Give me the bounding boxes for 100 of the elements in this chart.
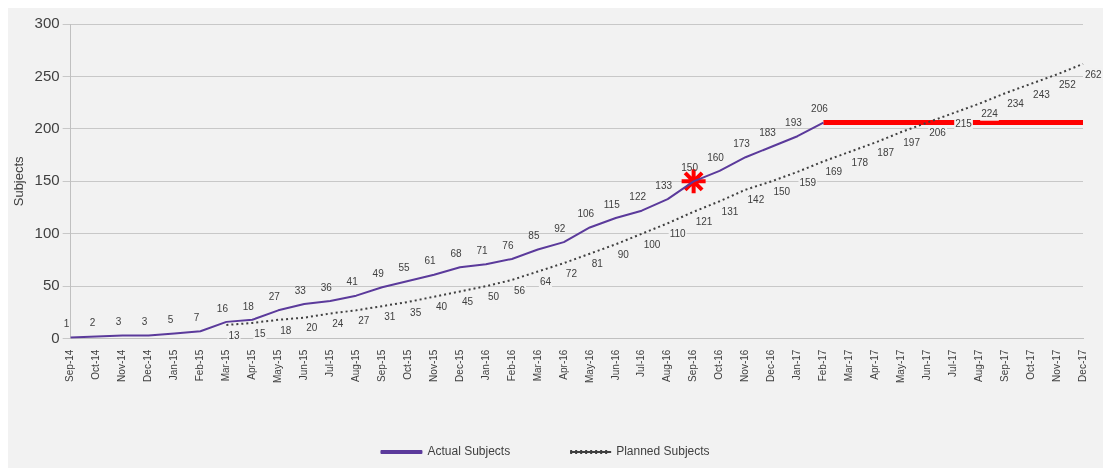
data-label: 159 [799, 176, 817, 188]
data-label: 197 [903, 136, 921, 148]
data-label: 187 [877, 147, 895, 159]
y-tick-label: 200 [34, 119, 60, 137]
data-label: 121 [695, 216, 713, 228]
x-tick-label: Sep-15 [375, 349, 387, 382]
data-label: 110 [669, 228, 687, 240]
y-tick-label: 50 [42, 276, 60, 294]
data-label: 178 [851, 156, 869, 168]
data-label: 252 [1059, 79, 1077, 91]
x-tick-label: Aug-16 [661, 349, 673, 382]
y-tick-label: 100 [34, 223, 60, 241]
x-tick-label: Aug-15 [349, 349, 361, 382]
x-tick-label: Oct-16 [713, 349, 725, 380]
data-label: 2 [89, 317, 96, 329]
data-label: 150 [773, 186, 791, 198]
data-label: 224 [981, 108, 999, 120]
data-label: 56 [513, 284, 526, 296]
data-label: 49 [372, 268, 385, 280]
y-tick-label: 250 [34, 66, 60, 84]
x-tick-label: Dec-14 [142, 349, 154, 382]
data-label: 61 [424, 255, 437, 267]
data-label: 133 [655, 179, 673, 191]
x-tick-label: May-15 [272, 349, 284, 384]
x-tick-label: Aug-17 [972, 349, 984, 382]
data-label: 243 [1033, 88, 1051, 100]
x-tick-label: Feb-16 [505, 349, 517, 382]
data-label: 85 [528, 230, 540, 242]
x-tick-label: Jul-16 [635, 349, 647, 377]
x-tick-label: Nov-14 [116, 349, 128, 382]
x-tick-label: May-16 [583, 349, 595, 384]
data-label: 3 [141, 316, 148, 328]
data-label: 31 [384, 310, 396, 322]
x-tick-label: Oct-17 [1024, 349, 1036, 380]
x-tick-label: Jan-17 [791, 349, 803, 381]
data-label: 71 [476, 244, 488, 256]
data-label: 150 [681, 162, 699, 174]
data-label: 173 [733, 137, 751, 149]
data-label: 206 [811, 103, 829, 115]
data-label: 206 [929, 127, 947, 139]
data-label: 68 [450, 248, 462, 260]
data-label: 122 [629, 191, 647, 203]
data-label: 100 [643, 238, 661, 250]
x-tick-label: Dec-16 [765, 349, 777, 382]
x-tick-label: Nov-15 [427, 349, 439, 382]
data-label: 1 [63, 318, 70, 330]
x-tick-label: Jul-15 [323, 349, 335, 377]
x-tick-label: Feb-15 [194, 349, 206, 382]
x-tick-label: Jun-16 [609, 349, 621, 381]
data-label: 115 [603, 198, 621, 210]
y-tick-label: 150 [34, 171, 60, 189]
x-tick-label: Nov-16 [739, 349, 751, 382]
x-tick-label: Oct-15 [401, 349, 413, 380]
data-label: 72 [565, 267, 578, 279]
x-tick-label: Nov-17 [1050, 349, 1062, 382]
data-label: 33 [294, 284, 307, 296]
x-tick-label: May-17 [895, 349, 907, 384]
data-label: 160 [707, 151, 725, 163]
data-label: 5 [167, 314, 174, 326]
data-label: 41 [346, 276, 359, 288]
data-label: 45 [462, 296, 474, 308]
data-label: 169 [825, 166, 843, 178]
x-tick-label: Oct-14 [90, 349, 102, 380]
x-tick-label: Dec-17 [1076, 349, 1088, 382]
data-label: 262 [1085, 68, 1103, 80]
y-axis-title: Subjects [11, 155, 27, 207]
data-label: 106 [577, 208, 595, 220]
x-tick-label: Apr-17 [869, 349, 881, 380]
x-tick-label: Jan-15 [168, 349, 180, 381]
data-label: 36 [320, 281, 333, 293]
x-tick-label: Dec-15 [453, 349, 465, 382]
data-label: 90 [617, 249, 630, 261]
legend-label: Planned Subjects [616, 444, 710, 459]
data-label: 40 [436, 301, 448, 313]
data-label: 142 [747, 194, 765, 206]
data-label: 215 [955, 117, 973, 129]
x-tick-label: Sep-16 [687, 349, 699, 382]
data-label: 92 [554, 222, 566, 234]
data-label: 18 [280, 324, 292, 336]
legend-label: Actual Subjects [427, 444, 511, 459]
data-label: 183 [759, 127, 777, 139]
data-label: 18 [242, 300, 255, 312]
x-tick-label: Sep-17 [998, 349, 1010, 382]
x-tick-label: Mar-15 [220, 349, 232, 382]
data-label: 27 [268, 291, 281, 303]
data-label: 81 [591, 258, 604, 270]
x-tick-label: Mar-17 [843, 349, 855, 382]
data-label: 15 [254, 327, 266, 339]
x-tick-label: Sep-14 [64, 349, 76, 382]
data-label: 76 [502, 239, 514, 251]
data-label: 193 [785, 116, 803, 128]
x-tick-label: Mar-16 [531, 349, 543, 382]
x-tick-label: Apr-16 [557, 349, 569, 380]
data-label: 24 [332, 318, 344, 330]
data-label: 55 [398, 261, 411, 273]
data-label: 7 [193, 312, 200, 324]
data-label: 20 [306, 322, 318, 334]
x-tick-label: Apr-15 [246, 349, 258, 380]
data-label: 35 [410, 306, 422, 318]
x-tick-label: Jul-17 [946, 349, 958, 377]
